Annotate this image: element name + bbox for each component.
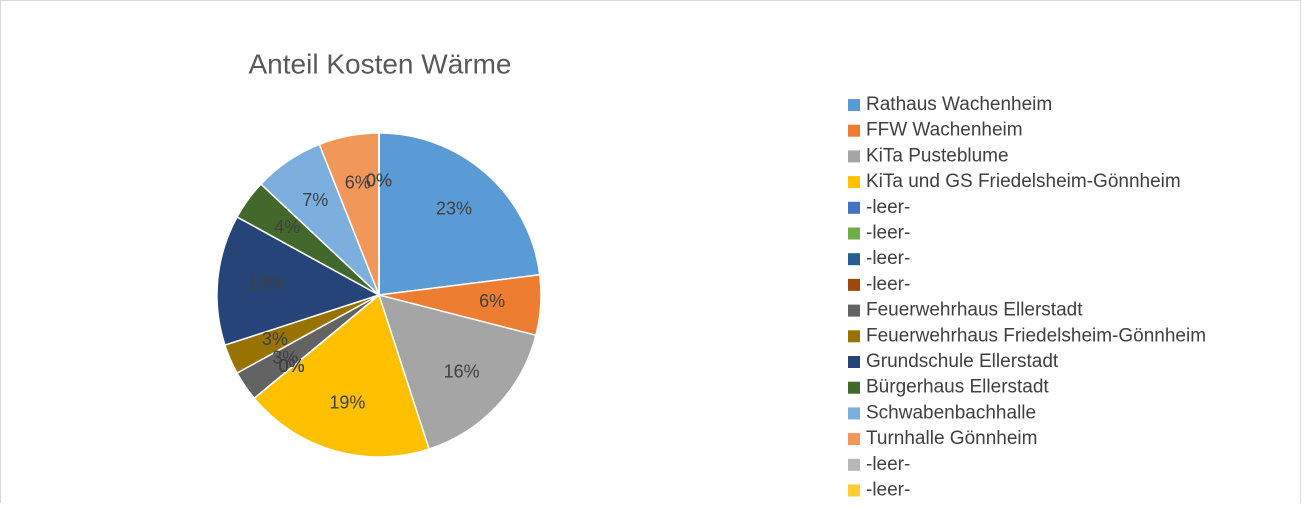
legend-label: Bürgerhaus Ellerstadt (866, 377, 1049, 398)
legend-label: Feuerwehrhaus Friedelsheim-Gönnheim (866, 325, 1206, 346)
data-label: 0% (279, 356, 305, 376)
data-label: 0% (366, 170, 392, 190)
data-label: 4% (274, 217, 300, 237)
data-label: 0% (279, 356, 305, 376)
data-label: 0% (279, 356, 305, 376)
legend-label: KiTa Pusteblume (866, 145, 1009, 166)
legend-swatch (848, 278, 860, 291)
data-label: 19% (329, 393, 365, 413)
pie-slice (253, 293, 431, 458)
data-label: 13% (248, 273, 284, 293)
legend-label: Schwabenbachhalle (866, 402, 1036, 423)
legend-swatch (848, 433, 860, 446)
legend-swatch (848, 150, 860, 163)
legend-label: -leer- (866, 480, 910, 501)
legend-label: KiTa und GS Friedelsheim-Gönnheim (866, 171, 1181, 192)
legend-label: Rathaus Wachenheim (866, 94, 1052, 115)
data-label: 16% (444, 361, 480, 381)
legend-swatch (848, 176, 860, 189)
data-label: 7% (302, 190, 328, 210)
legend-swatch (848, 227, 860, 240)
legend-swatch (848, 253, 860, 266)
legend-swatch (848, 356, 860, 368)
data-label: 0% (366, 170, 392, 190)
legend-label: Grundschule Ellerstadt (866, 351, 1059, 372)
legend-label: -leer- (866, 197, 910, 218)
data-label: 0% (279, 356, 305, 376)
legend-label: -leer- (866, 248, 910, 269)
data-label: 3% (272, 347, 298, 367)
legend-swatch (848, 330, 860, 343)
legend-swatch (848, 484, 860, 497)
legend-label: -leer- (866, 223, 910, 244)
pie-slice (377, 293, 537, 451)
legend-label: -leer- (866, 454, 910, 475)
legend-label: FFW Wachenheim (866, 120, 1023, 141)
legend-swatch (848, 99, 860, 111)
data-label: 6% (345, 172, 371, 192)
legend-swatch (848, 201, 860, 214)
chart-title: Anteil Kosten Wärme (249, 48, 512, 79)
legend-label: Turnhalle Gönnheim (866, 428, 1037, 449)
data-label: 6% (479, 291, 505, 311)
legend-swatch (848, 407, 860, 420)
pie-slice (216, 215, 381, 347)
legend-swatch (848, 304, 860, 317)
legend-label: -leer- (866, 274, 910, 295)
legend-swatch (848, 381, 860, 394)
legend-label: Feuerwehrhaus Ellerstadt (866, 300, 1083, 321)
legend-swatch (848, 458, 860, 471)
data-label: 3% (262, 329, 288, 349)
pie-slice (378, 132, 541, 296)
legend-swatch (848, 124, 860, 137)
data-label: 23% (436, 199, 472, 219)
